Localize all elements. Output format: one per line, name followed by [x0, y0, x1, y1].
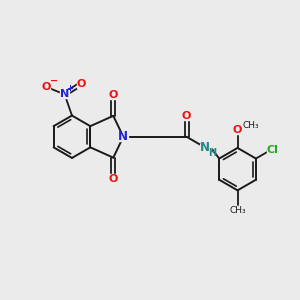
Text: H: H [208, 148, 216, 158]
Bar [42, 83, 50, 91]
Text: N: N [60, 89, 69, 99]
Bar [109, 174, 118, 184]
Text: N: N [200, 141, 210, 154]
Text: O: O [182, 110, 191, 121]
Text: O: O [233, 125, 242, 135]
Bar [182, 111, 191, 120]
Bar [119, 132, 128, 141]
Text: Cl: Cl [267, 145, 279, 155]
Bar [61, 90, 69, 98]
Text: N: N [118, 130, 128, 143]
Text: O: O [109, 174, 118, 184]
Text: O: O [42, 82, 51, 92]
Text: O: O [109, 90, 118, 100]
Text: CH₃: CH₃ [242, 122, 259, 130]
Text: −: − [50, 76, 58, 86]
Bar [200, 143, 211, 152]
Bar [233, 126, 242, 134]
Text: CH₃: CH₃ [229, 206, 246, 215]
Bar [266, 146, 276, 154]
Bar [77, 80, 85, 88]
Bar [109, 90, 118, 99]
Text: O: O [76, 79, 86, 89]
Text: +: + [66, 84, 74, 93]
